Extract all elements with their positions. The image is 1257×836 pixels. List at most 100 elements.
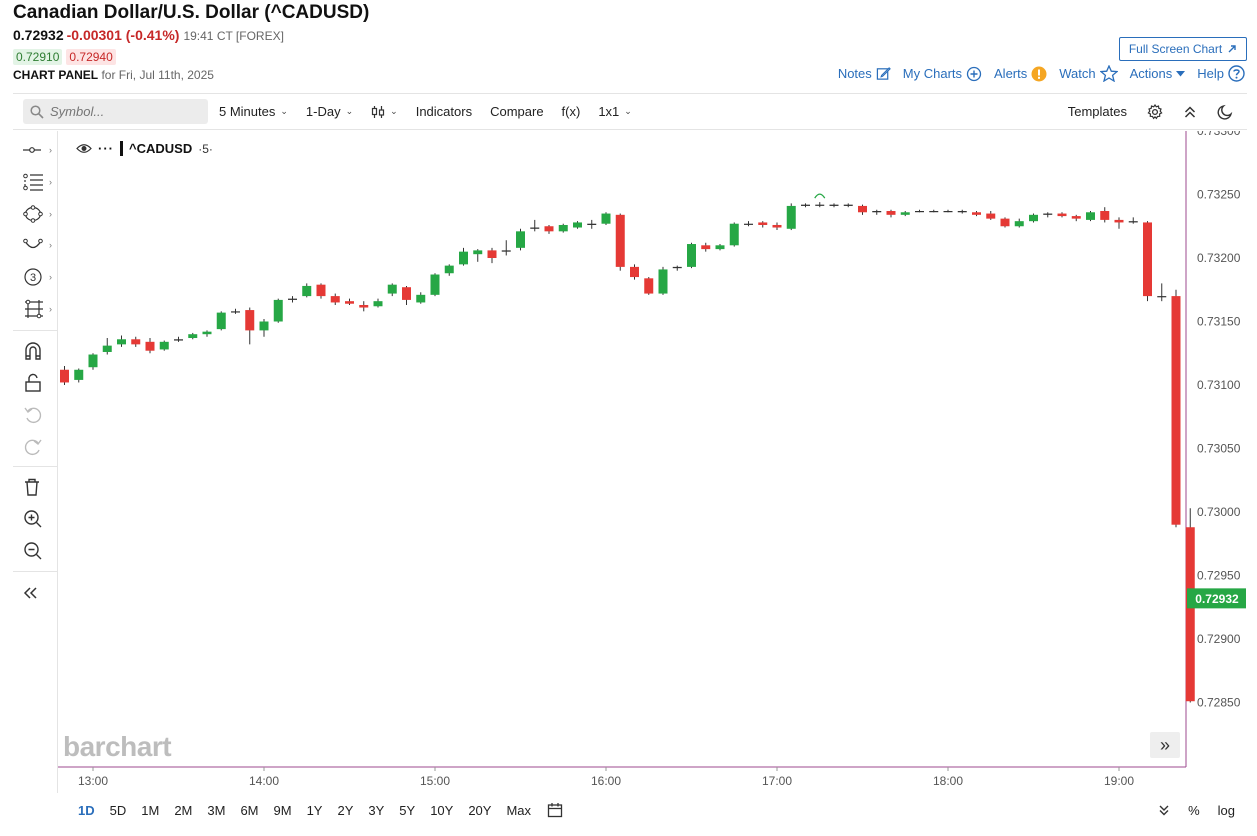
symbol-input[interactable] [50, 104, 200, 119]
range-button-3y[interactable]: 3Y [368, 802, 385, 818]
full-screen-chart-button[interactable]: Full Screen Chart [1119, 37, 1247, 61]
interval-select[interactable]: 5 Minutes ⌄ [219, 104, 288, 119]
range-button-3m[interactable]: 3M [207, 802, 226, 818]
candle-body[interactable] [259, 321, 269, 331]
candle-body[interactable] [772, 224, 782, 228]
candle-body[interactable] [758, 222, 768, 225]
magnet-tool[interactable] [23, 338, 53, 364]
candle-body[interactable] [530, 227, 540, 229]
candle-body[interactable] [60, 369, 69, 383]
candle-body[interactable] [729, 223, 739, 246]
shape-tool[interactable]: › [23, 201, 53, 227]
candle-body[interactable] [872, 211, 882, 213]
undo-button[interactable] [23, 402, 53, 428]
chart-area[interactable]: 0.73300 0.73250 0.73200 0.73150 0.73100 0.730… [58, 131, 1247, 793]
range-button-5d[interactable]: 5D [109, 802, 127, 818]
candle-body[interactable] [544, 226, 554, 232]
candle-body[interactable] [188, 334, 198, 339]
log-scale-toggle[interactable]: log [1217, 802, 1235, 818]
candle-body[interactable] [1029, 214, 1038, 222]
candle-body[interactable] [174, 339, 183, 341]
range-button-5y[interactable]: 5Y [399, 802, 416, 818]
annotation-tool[interactable]: 3 › [23, 264, 53, 290]
candle-body[interactable] [972, 212, 981, 215]
candle-body[interactable] [1143, 222, 1152, 297]
templates-button[interactable]: Templates [1067, 104, 1127, 119]
moon-icon[interactable] [1217, 104, 1233, 120]
candle-body[interactable] [801, 204, 810, 206]
range-button-2m[interactable]: 2M [174, 802, 193, 818]
fibonacci-tool[interactable]: › [23, 169, 53, 195]
redo-button[interactable] [23, 434, 53, 460]
candle-body[interactable] [416, 294, 426, 303]
range-button-20y[interactable]: 20Y [468, 802, 492, 818]
symbol-search[interactable] [23, 99, 208, 124]
candle-body[interactable] [74, 369, 84, 380]
range-button-1m[interactable]: 1M [141, 802, 160, 818]
candle-body[interactable] [573, 222, 582, 228]
candle-body[interactable] [829, 204, 839, 206]
actions-menu[interactable]: Actions [1130, 66, 1186, 81]
candle-body[interactable] [943, 211, 953, 213]
range-button-1y[interactable]: 1Y [306, 802, 323, 818]
candle-body[interactable] [630, 266, 639, 278]
zoom-in-button[interactable] [23, 506, 53, 532]
indicators-button[interactable]: Indicators [416, 104, 472, 119]
candle-body[interactable] [216, 312, 226, 330]
candle-body[interactable] [1057, 213, 1067, 217]
candle-body[interactable] [1000, 218, 1010, 227]
candle-body[interactable] [459, 251, 468, 265]
candle-body[interactable] [900, 212, 910, 215]
candle-body[interactable] [1114, 219, 1124, 223]
candle-body[interactable] [402, 287, 411, 300]
range-button-10y[interactable]: 10Y [430, 802, 454, 818]
candle-body[interactable] [430, 274, 440, 295]
candle-body[interactable] [359, 304, 369, 308]
delete-button[interactable] [23, 474, 53, 500]
collapse-sidebar-button[interactable] [23, 580, 53, 606]
candle-body[interactable] [1185, 527, 1195, 702]
candle-body[interactable] [715, 245, 725, 250]
more-icon[interactable]: ··· [98, 141, 114, 156]
range-button-2y[interactable]: 2Y [337, 802, 354, 818]
candle-body[interactable] [701, 245, 711, 250]
candle-body[interactable] [558, 224, 568, 232]
candle-body[interactable] [202, 331, 212, 335]
candle-body[interactable] [1171, 296, 1181, 525]
candle-body[interactable] [744, 223, 753, 225]
my-charts-link[interactable]: My Charts [903, 66, 982, 82]
candle-body[interactable] [1157, 296, 1167, 298]
candle-body[interactable] [929, 211, 939, 213]
candle-body[interactable] [587, 223, 597, 225]
chart-type-select[interactable]: ⌄ [371, 105, 398, 119]
alerts-link[interactable]: Alerts [994, 66, 1047, 82]
candle-body[interactable] [786, 205, 796, 229]
candle-body[interactable] [957, 211, 967, 213]
candle-body[interactable] [986, 213, 996, 219]
candle-body[interactable] [330, 296, 340, 303]
candle-body[interactable] [473, 250, 483, 255]
notes-link[interactable]: Notes [838, 66, 891, 81]
candle-body[interactable] [88, 354, 98, 368]
eye-icon[interactable] [76, 143, 92, 154]
candle-body[interactable] [1128, 221, 1138, 223]
candle-body[interactable] [601, 213, 611, 224]
help-link[interactable]: Help [1197, 65, 1245, 82]
candle-body[interactable] [316, 284, 326, 297]
range-button-1d[interactable]: 1D [78, 802, 95, 818]
candle-body[interactable] [159, 341, 169, 350]
candle-body[interactable] [1086, 212, 1095, 220]
candle-body[interactable] [387, 284, 397, 294]
lock-tool[interactable] [23, 370, 53, 396]
candle-body[interactable] [1014, 221, 1024, 227]
candle-body[interactable] [1043, 213, 1053, 215]
scroll-to-latest-button[interactable]: » [1150, 732, 1180, 758]
candle-body[interactable] [273, 299, 283, 322]
candle-body[interactable] [658, 269, 668, 294]
candle-body[interactable] [102, 345, 112, 352]
candle-body[interactable] [231, 311, 240, 313]
curve-tool[interactable]: › [23, 232, 53, 258]
candle-body[interactable] [345, 301, 354, 304]
percent-scale-toggle[interactable]: % [1188, 802, 1200, 818]
candle-body[interactable] [843, 204, 853, 206]
